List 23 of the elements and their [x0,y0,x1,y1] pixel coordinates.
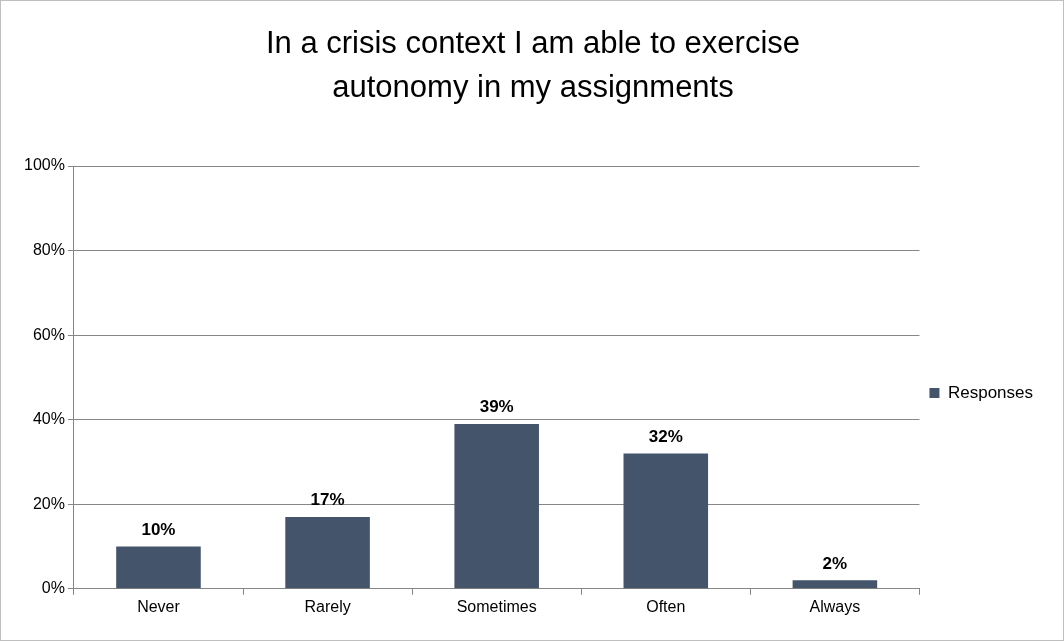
chart-title: In a crisis context I am able to exercise autonomy in my assignments [264,24,802,106]
bar [454,423,539,589]
bar [792,580,878,589]
y-tick-label: 60% [32,325,65,343]
y-tick-label: 0% [41,579,65,597]
bar [623,453,709,589]
y-tick-label: 100% [24,156,65,174]
data-label: 39% [479,397,514,417]
y-tick-label: 80% [32,240,65,258]
bar [285,516,370,589]
data-label: 2% [822,553,848,573]
x-tick-label: Often [646,597,686,615]
x-tick-label: Rarely [304,597,351,615]
data-label: 32% [648,426,683,446]
x-tick-label: Never [137,597,181,615]
data-label: 17% [310,490,345,510]
y-tick-label: 20% [32,494,65,512]
x-tick-label: Sometimes [456,597,537,615]
y-tick-label: 40% [32,410,65,428]
x-tick-label: Always [809,597,861,615]
data-label: 10% [141,519,176,539]
legend-label: Responses [947,382,1034,402]
bar [116,546,201,589]
